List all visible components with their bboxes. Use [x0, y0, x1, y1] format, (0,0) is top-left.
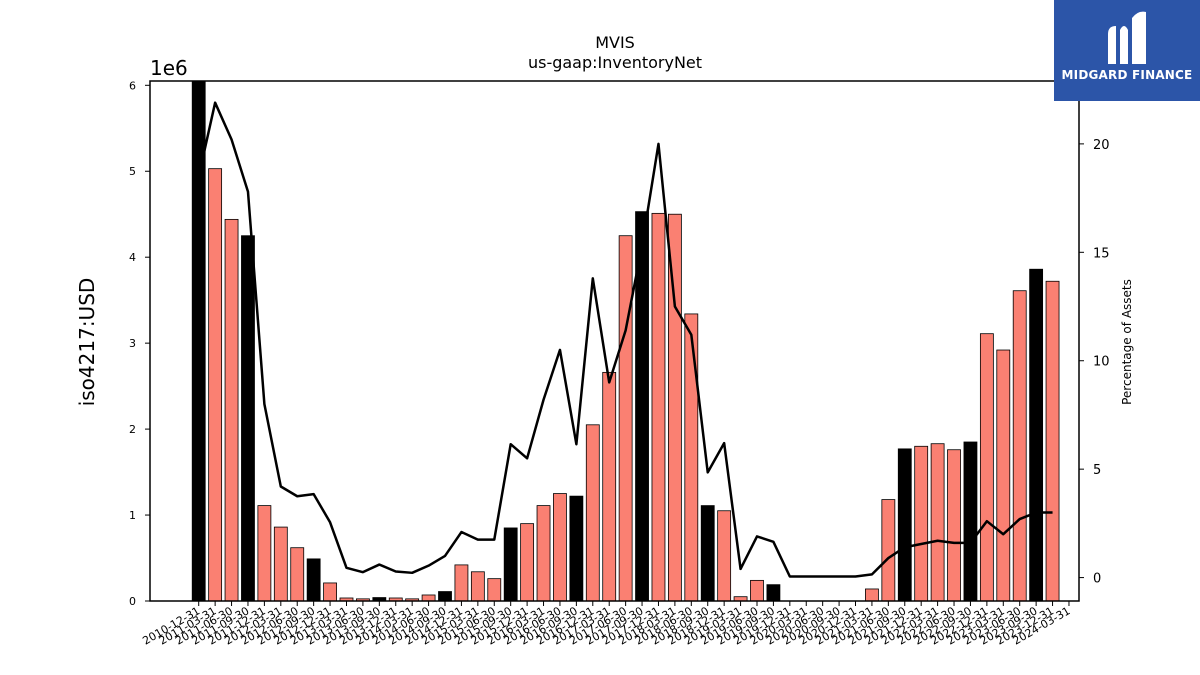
- bar: [306, 558, 321, 602]
- y-tick-label-right: 5: [1093, 463, 1101, 478]
- bar: [1029, 268, 1044, 602]
- bar: [470, 571, 485, 602]
- y-tick-label-left: 1: [129, 509, 136, 522]
- bar: [536, 505, 551, 602]
- bar: [979, 333, 994, 602]
- logo-text: MIDGARD FINANCE: [1061, 68, 1193, 82]
- bar: [618, 235, 633, 602]
- bar: [996, 349, 1011, 602]
- axes: [149, 80, 1080, 602]
- brand-logo: MIDGARD FINANCE: [1054, 0, 1200, 101]
- bar: [947, 449, 961, 602]
- bar: [208, 168, 223, 602]
- bar: [585, 424, 600, 602]
- chart-title: MVIS: [595, 33, 635, 52]
- plot-frame: [149, 80, 1080, 602]
- bar: [421, 594, 436, 602]
- chart-subtitle: us-gaap:InventoryNet: [527, 53, 703, 72]
- y-axis-offset-text: 1e6: [150, 56, 188, 80]
- bar: [700, 505, 715, 602]
- bar: [1045, 280, 1060, 602]
- bar: [914, 445, 929, 602]
- bar: [602, 371, 617, 602]
- bar: [865, 588, 879, 602]
- bar: [750, 579, 764, 602]
- y-tick-label-left: 3: [129, 337, 136, 350]
- bar: [438, 591, 452, 602]
- y-tick-label-left: 2: [129, 423, 136, 436]
- bar: [930, 443, 945, 602]
- bar: [897, 448, 912, 602]
- bar: [963, 441, 978, 602]
- y-tick-label-left: 4: [129, 251, 136, 264]
- bar: [569, 495, 584, 602]
- line-series: [197, 101, 1053, 578]
- bar: [454, 564, 469, 602]
- bar: [323, 582, 337, 602]
- percentage-line: [197, 101, 1053, 578]
- ticks: 0123456051015202010-12-312011-03-312011-…: [129, 79, 1110, 647]
- y-tick-label-left: 6: [129, 79, 136, 92]
- bar: [1012, 290, 1027, 602]
- bar: [241, 235, 255, 602]
- bar: [717, 510, 732, 602]
- bar: [766, 584, 781, 602]
- y-tick-label-right: 0: [1093, 572, 1101, 587]
- bar: [651, 212, 666, 602]
- bar: [520, 523, 535, 602]
- bar-series: [191, 80, 1060, 602]
- bar: [273, 526, 288, 602]
- bar: [553, 493, 567, 602]
- bar: [881, 499, 896, 602]
- y-tick-label-right: 10: [1093, 355, 1110, 370]
- bar: [290, 547, 305, 602]
- y-tick-label-right: 15: [1093, 246, 1110, 261]
- bar: [684, 313, 699, 602]
- bar: [224, 218, 239, 602]
- y-tick-label-left: 0: [129, 595, 136, 608]
- y-tick-label-left: 5: [129, 165, 136, 178]
- bar: [503, 527, 518, 602]
- logo-mark-icon: [1108, 11, 1146, 65]
- bar: [257, 505, 272, 602]
- y-tick-label-right: 20: [1093, 138, 1110, 153]
- bar: [487, 578, 502, 602]
